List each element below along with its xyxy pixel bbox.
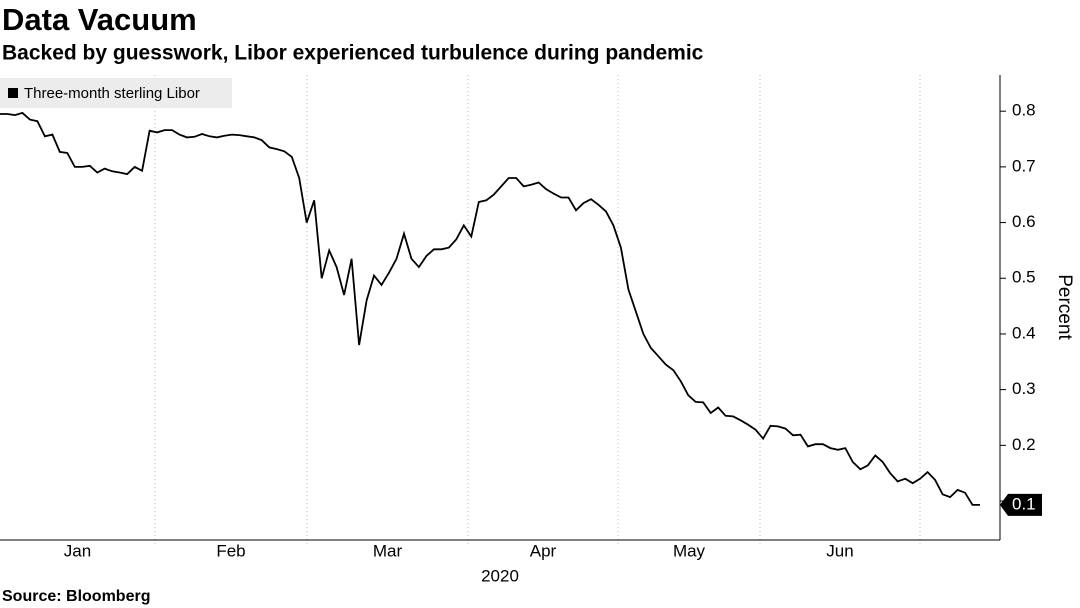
chart-subtitle: Backed by guesswork, Libor experienced t… (2, 42, 704, 65)
line (0, 111, 980, 506)
value-label: 0.1 (1012, 494, 1036, 513)
x-tick-label: May (673, 541, 706, 560)
y-tick-label: 0.4 (1012, 323, 1036, 342)
x-tick-label: Apr (530, 541, 557, 560)
y-tick-label: 0.3 (1012, 379, 1036, 398)
x-tick-label: Feb (216, 541, 245, 560)
legend-label: Three-month sterling Libor (24, 85, 200, 102)
x-tick-label: Mar (373, 541, 403, 560)
legend-box (0, 78, 232, 108)
y-tick-label: 0.5 (1012, 268, 1036, 287)
x-tick-label: Jun (826, 541, 853, 560)
y-tick-label: 0.6 (1012, 212, 1036, 231)
y-tick-label: 0.8 (1012, 101, 1036, 120)
x-axis-label: 2020 (481, 566, 519, 585)
source: Source: Bloomberg (2, 588, 150, 605)
legend-swatch (8, 88, 18, 98)
y-axis-label: Percent (1054, 274, 1075, 340)
value-label-box (1000, 493, 1042, 516)
y-tick-label: 0.2 (1012, 435, 1036, 454)
x-tick-label: Jan (64, 541, 91, 560)
chart-title: Data Vacuum (2, 2, 197, 37)
y-tick-label: 0.7 (1012, 156, 1036, 175)
